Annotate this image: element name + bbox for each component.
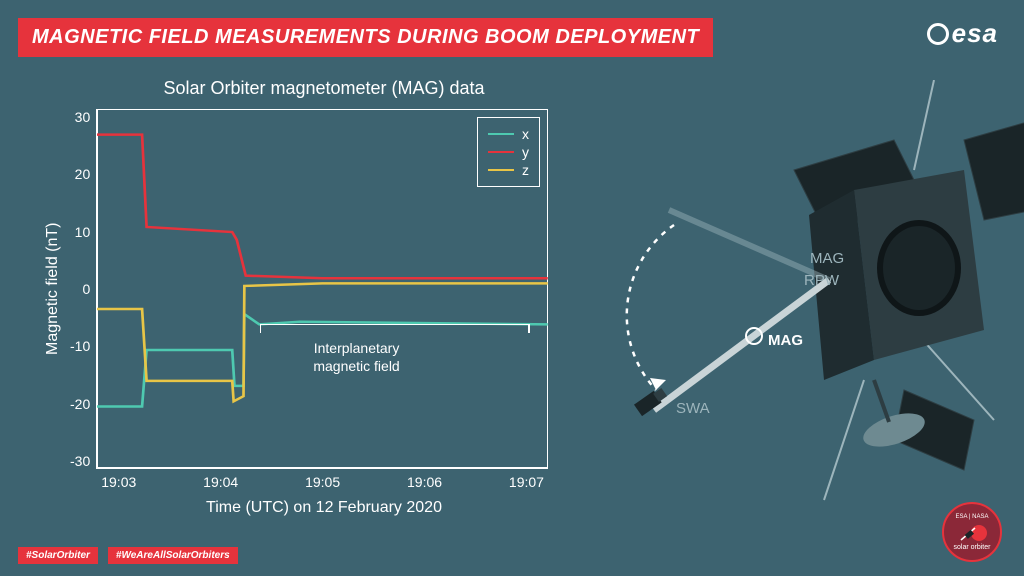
badge-top-text: ESA | NASA bbox=[956, 514, 989, 520]
xtick: 19:03 bbox=[101, 474, 136, 490]
legend-item-y: y bbox=[488, 144, 529, 160]
x-axis-label: Time (UTC) on 12 February 2020 bbox=[40, 499, 548, 517]
spacecraft-label-rpw: RPW bbox=[804, 272, 839, 289]
badge-icon bbox=[957, 522, 987, 544]
legend-label: z bbox=[522, 162, 529, 178]
spacecraft-label-mag-inboard: MAG bbox=[810, 250, 844, 267]
xtick: 19:04 bbox=[203, 474, 238, 490]
xtick: 19:05 bbox=[305, 474, 340, 490]
ytick: 10 bbox=[70, 224, 90, 240]
spacecraft-svg bbox=[564, 80, 1024, 520]
legend-item-z: z bbox=[488, 162, 529, 178]
legend: x y z bbox=[477, 117, 540, 187]
plot-area: Magnetic field (nT) 30 20 10 0 -10 -20 -… bbox=[40, 109, 548, 469]
chart-container: Solar Orbiter magnetometer (MAG) data Ma… bbox=[40, 78, 548, 498]
xtick: 19:07 bbox=[509, 474, 544, 490]
legend-label: y bbox=[522, 144, 529, 160]
plot-canvas: x y z Interplanetarymagnetic field 19:03… bbox=[96, 109, 548, 469]
mission-badge: ESA | NASA solar orbiter bbox=[942, 502, 1002, 562]
ytick: 30 bbox=[70, 109, 90, 125]
chart-title: Solar Orbiter magnetometer (MAG) data bbox=[40, 78, 548, 99]
spacecraft-label-mag-outboard: MAG bbox=[768, 332, 803, 349]
spacecraft-label-swa: SWA bbox=[676, 400, 710, 417]
ytick: -30 bbox=[70, 453, 90, 469]
legend-swatch bbox=[488, 169, 514, 172]
ytick: 20 bbox=[70, 166, 90, 182]
legend-item-x: x bbox=[488, 126, 529, 142]
y-axis-label: Magnetic field (nT) bbox=[40, 109, 66, 469]
badge-bottom-text: solar orbiter bbox=[954, 544, 991, 551]
esa-logo-text: esa bbox=[952, 18, 998, 49]
y-axis-ticks: 30 20 10 0 -10 -20 -30 bbox=[66, 109, 96, 469]
legend-label: x bbox=[522, 126, 529, 142]
esa-logo-circle bbox=[927, 23, 949, 45]
ytick: -10 bbox=[70, 338, 90, 354]
annotation-bracket bbox=[260, 324, 530, 332]
legend-swatch bbox=[488, 151, 514, 154]
ytick: -20 bbox=[70, 396, 90, 412]
spacecraft-diagram: MAG RPW MAG SWA bbox=[564, 80, 1024, 520]
xtick: 19:06 bbox=[407, 474, 442, 490]
hashtag-bar: #SolarOrbiter #WeAreAllSolarOrbiters bbox=[18, 547, 238, 564]
esa-logo: esa bbox=[927, 18, 998, 49]
hashtag: #WeAreAllSolarOrbiters bbox=[108, 547, 238, 564]
legend-swatch bbox=[488, 133, 514, 136]
page-title: MAGNETIC FIELD MEASUREMENTS DURING BOOM … bbox=[18, 18, 713, 57]
x-axis-ticks: 19:03 19:04 19:05 19:06 19:07 bbox=[97, 474, 548, 490]
annotation-text: Interplanetarymagnetic field bbox=[287, 339, 427, 375]
ytick: 0 bbox=[70, 281, 90, 297]
hashtag: #SolarOrbiter bbox=[18, 547, 98, 564]
